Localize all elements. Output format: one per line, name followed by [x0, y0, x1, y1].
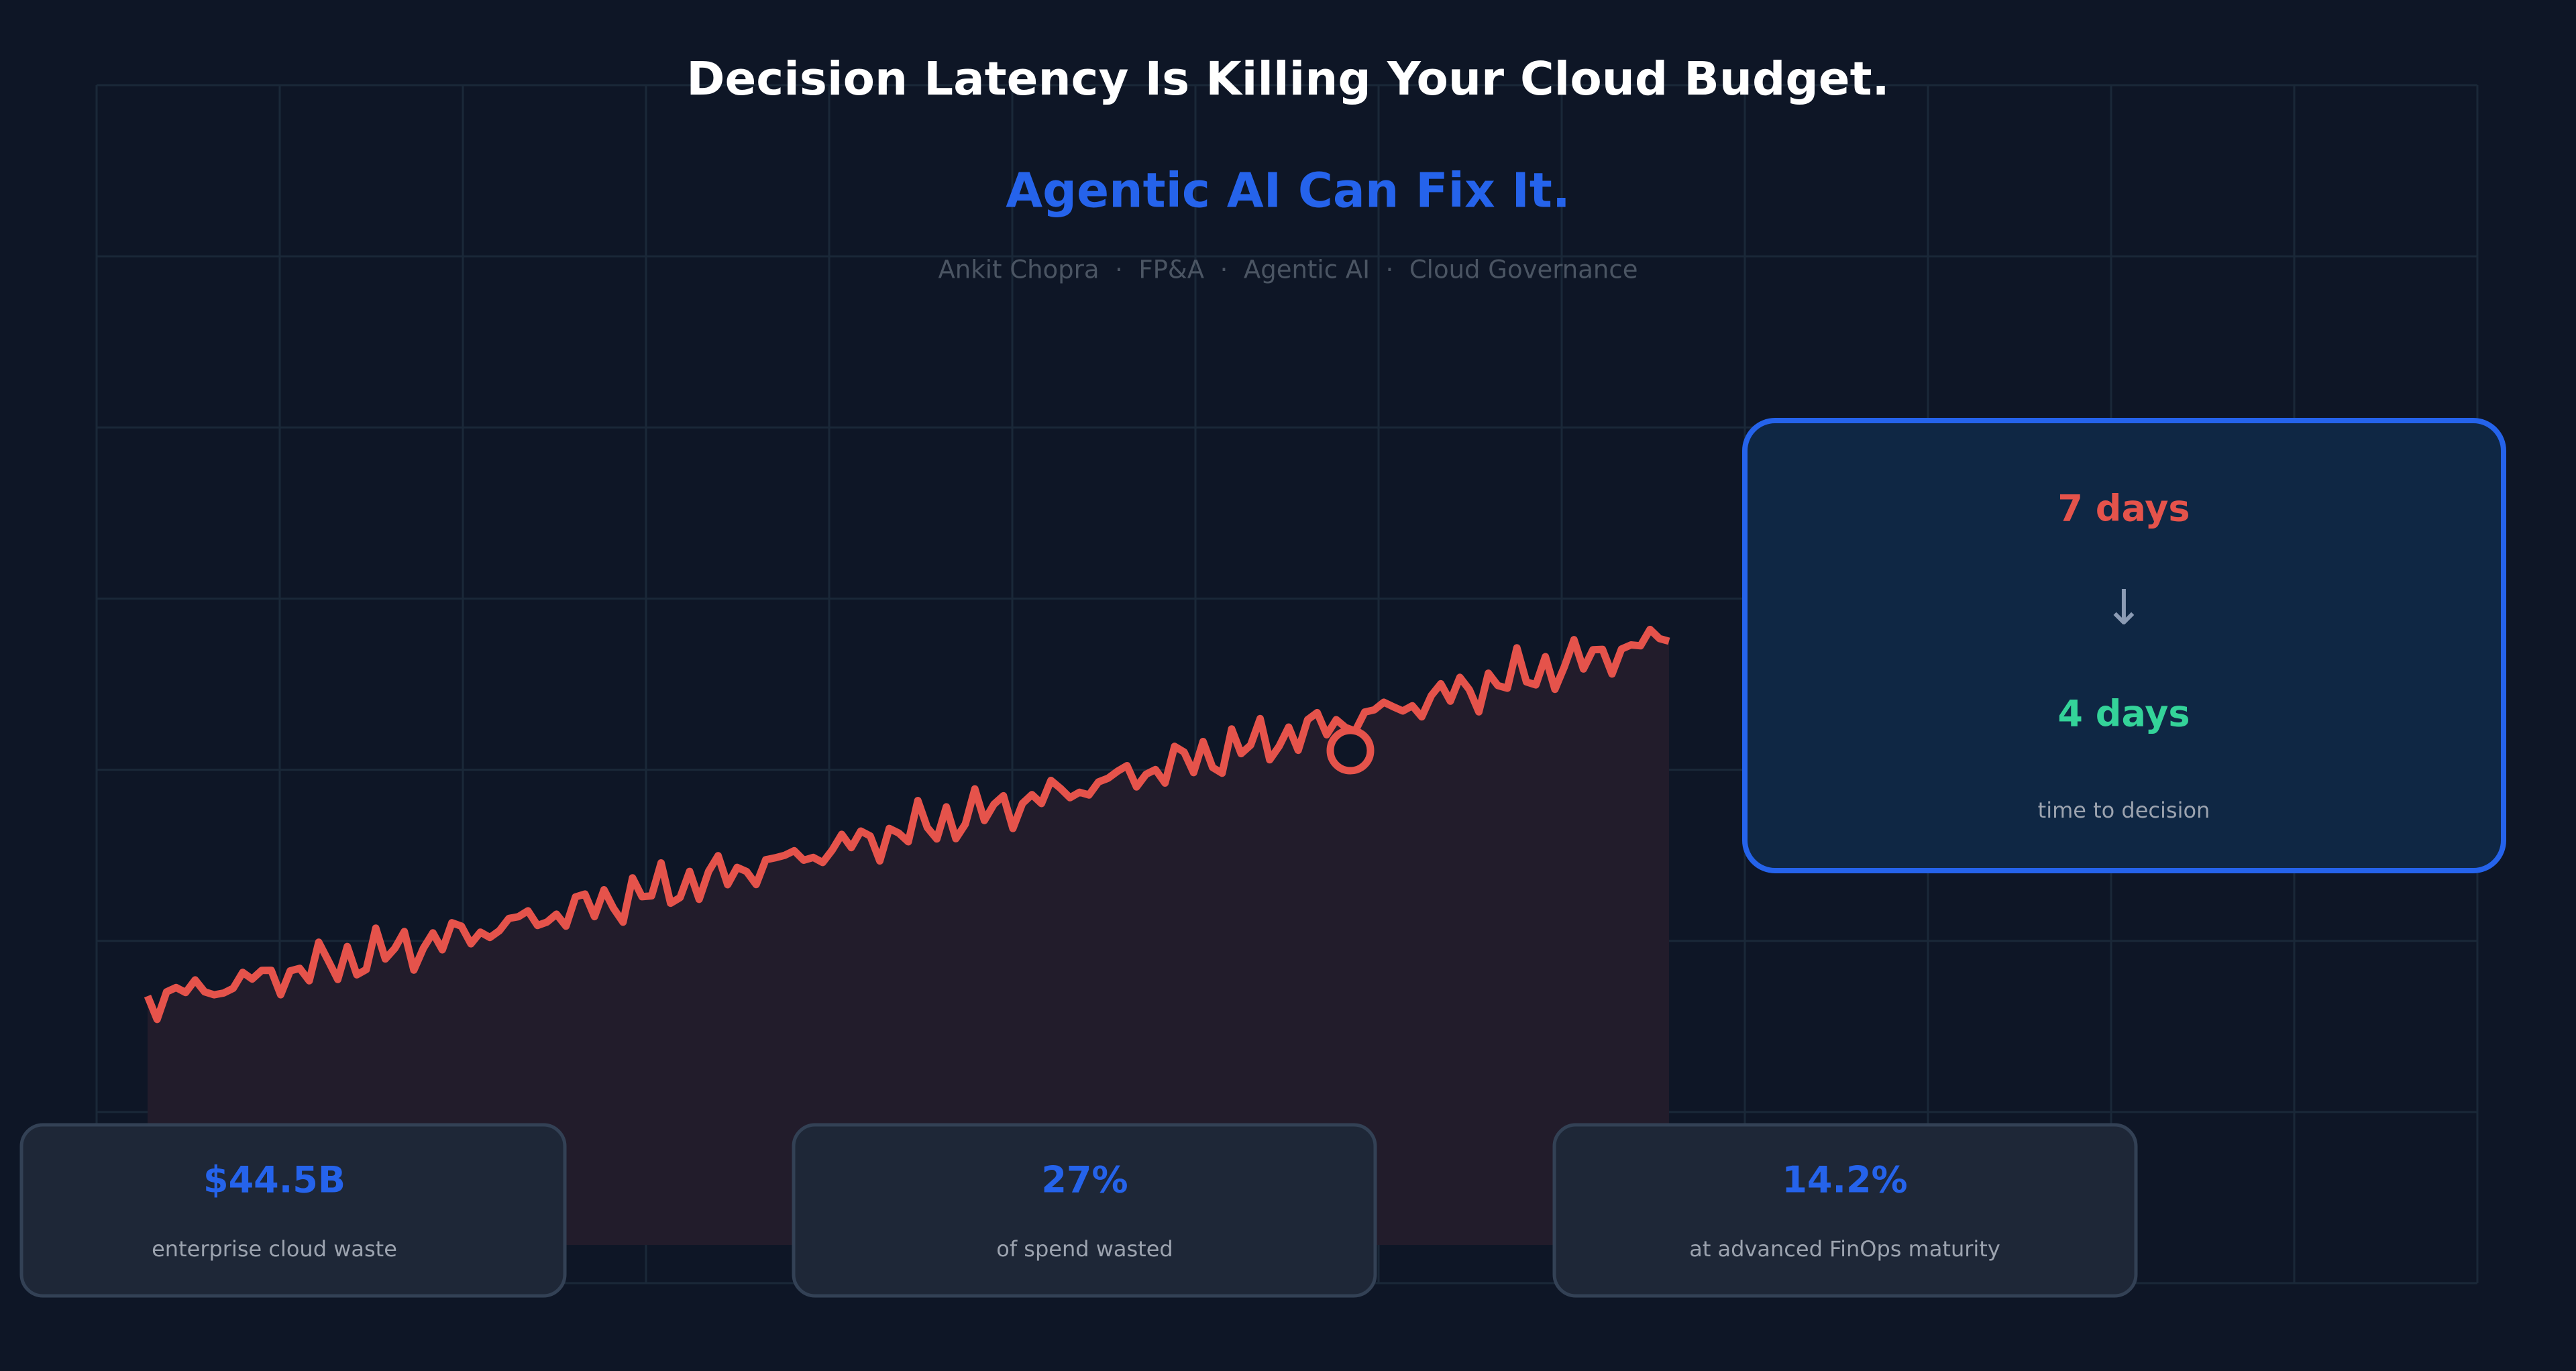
stat-label: of spend wasted: [996, 1236, 1173, 1262]
highlight-to: 4 days: [2057, 693, 2190, 735]
stat-card-box: [792, 1123, 1377, 1298]
stat-value: 27%: [1041, 1159, 1128, 1201]
stat-card: 27% of spend wasted: [792, 1123, 1377, 1298]
trend-area: [148, 629, 1669, 1245]
subtitle: Agentic AI Can Fix It.: [1006, 163, 1570, 219]
trend-marker: [1326, 726, 1375, 775]
stat-label: at advanced FinOps maturity: [1689, 1236, 2000, 1262]
stat-card-box: [19, 1123, 567, 1298]
stat-value: 14.2%: [1782, 1159, 1907, 1201]
highlight-arrow: ↓: [2104, 580, 2144, 636]
byline: Ankit Chopra · FP&A · Agentic AI · Cloud…: [938, 256, 1638, 284]
highlight-caption: time to decision: [2038, 798, 2210, 823]
title: Decision Latency Is Killing Your Cloud B…: [686, 52, 1890, 106]
stat-card: $44.5B enterprise cloud waste: [19, 1123, 567, 1298]
stat-label: enterprise cloud waste: [152, 1236, 397, 1262]
highlight-from: 7 days: [2057, 488, 2190, 530]
stat-card: 14.2% at advanced FinOps maturity: [1552, 1123, 2138, 1298]
stat-card-box: [1552, 1123, 2138, 1298]
trend-line: [144, 625, 1670, 1024]
highlight-card: [1742, 418, 2506, 873]
stat-value: $44.5B: [203, 1159, 345, 1201]
